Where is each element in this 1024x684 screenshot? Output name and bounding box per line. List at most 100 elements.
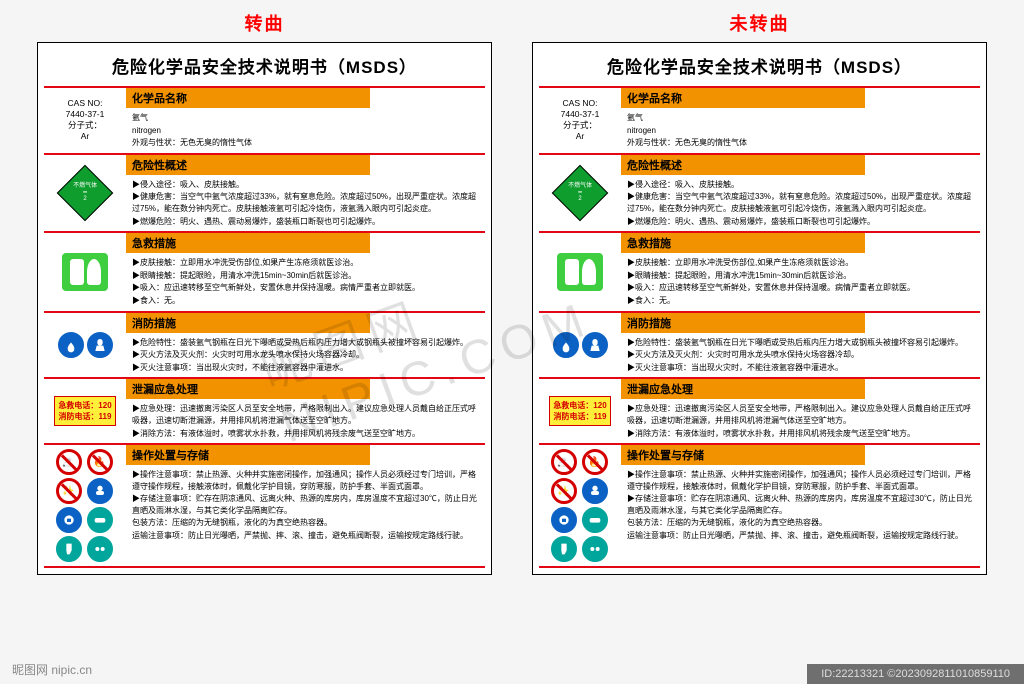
section-icon-cell — [44, 313, 126, 378]
section-row: 急救措施 ▶皮肤接触：立即用水冲洗受伤部位,如果产生冻疮须就医诊治。▶眼睛接触：… — [44, 231, 485, 310]
section-row: 不燃气体━2 危险性概述 ▶侵入途径：吸入、皮肤接触。▶健康危害：当空气中氩气浓… — [44, 153, 485, 231]
section-heading: 泄漏应急处理 — [621, 379, 865, 399]
section-body: ▶操作注意事项：禁止热源、火种并实施密闭操作，加强通风；操作人员必须经过专门培训… — [621, 465, 980, 546]
no-spark-icon: ✨ — [56, 478, 82, 504]
section-content: 操作处置与存储 ▶操作注意事项：禁止热源、火种并实施密闭操作，加强通风；操作人员… — [621, 445, 980, 566]
column-unconverted: 未转曲 危险化学品安全技术说明书（MSDS） CAS NO:7440-37-1分… — [532, 10, 987, 575]
body-line: ▶吸入：应迅速转移至空气新鲜处，安置休息并保持温暖。病情严重者立即就医。 — [627, 282, 974, 294]
cas-block: CAS NO:7440-37-1分子式：Ar — [66, 98, 105, 142]
gloves-icon — [56, 536, 82, 562]
section-row: CAS NO:7440-37-1分子式：Ar 化学品名称 氩气nitrogen外… — [44, 86, 485, 153]
body-line: ▶皮肤接触：立即用水冲洗受伤部位,如果产生冻疮须就医诊治。 — [627, 257, 974, 269]
sheet-title: 危险化学品安全技术说明书（MSDS） — [539, 49, 980, 86]
no-smoking-icon: 🚬 — [56, 449, 82, 475]
section-icon-cell — [539, 313, 621, 378]
no-fire-icon: 🔥 — [582, 449, 608, 475]
body-line: ▶食入：无。 — [132, 295, 479, 307]
body-line: 外观与性状：无色无臭的惰性气体 — [627, 137, 974, 149]
fire-ppe-icons — [553, 332, 608, 358]
column-converted: 转曲 危险化学品安全技术说明书（MSDS） CAS NO:7440-37-1分子… — [37, 10, 492, 575]
first-aid-icon — [557, 253, 603, 291]
footer-site: 昵图网 nipic.cn — [12, 661, 92, 678]
section-heading: 化学品名称 — [126, 88, 370, 108]
mask-icon — [87, 478, 113, 504]
body-line: ▶应急处理：迅速撤离污染区人员至安全地带，严格限制出入。建议应急处理人员戴自给正… — [132, 403, 479, 426]
footer-id: ID:22213321 ©2023092811010859110 — [807, 664, 1024, 684]
body-line: 氩气 — [132, 112, 479, 124]
section-row: 消防措施 ▶危险特性：盛装氩气钢瓶在日光下曝晒或受热后瓶内压力增大或钢瓶头被撞坏… — [44, 311, 485, 378]
body-line: ▶危险特性：盛装氩气钢瓶在日光下曝晒或受热后瓶内压力增大或钢瓶头被撞坏容易引起爆… — [132, 337, 479, 349]
hazard-diamond-icon: 不燃气体━2 — [552, 165, 609, 222]
section-heading: 消防措施 — [126, 313, 370, 333]
label-converted: 转曲 — [37, 10, 492, 36]
eye-protection-icon — [87, 536, 113, 562]
section-row: 急救电话：120 消防电话：119 泄漏应急处理 ▶应急处理：迅速撤离污染区人员… — [44, 377, 485, 443]
body-line: ▶消除方法：有液体溢时，喷雾状水扑救，并用排风机将残余废气送至空旷地方。 — [627, 428, 974, 440]
section-row: 🚬🔥✨ 操作处置与存储 ▶操作注意事项：禁止热源、火种并实施密闭操作，加强通风；… — [44, 443, 485, 568]
msds-sheet-left: 危险化学品安全技术说明书（MSDS） CAS NO:7440-37-1分子式：A… — [37, 42, 492, 575]
section-content: 泄漏应急处理 ▶应急处理：迅速撤离污染区人员至安全地带，严格限制出入。建议应急处… — [126, 379, 485, 443]
goggles-icon — [87, 507, 113, 533]
eye-protection-icon — [582, 536, 608, 562]
no-smoking-icon: 🚬 — [551, 449, 577, 475]
no-spark-icon: ✨ — [551, 478, 577, 504]
body-line: 氩气 — [627, 112, 974, 124]
gloves-icon — [551, 536, 577, 562]
sheet-title: 危险化学品安全技术说明书（MSDS） — [44, 49, 485, 86]
section-content: 化学品名称 氩气nitrogen外观与性状：无色无臭的惰性气体 — [621, 88, 980, 153]
body-line: ▶健康危害：当空气中氩气浓度超过33%，就有窒息危险。浓度超过50%，出现严重症… — [627, 191, 974, 214]
section-heading: 危险性概述 — [126, 155, 370, 175]
section-icon-cell: 急救电话：120 消防电话：119 — [539, 379, 621, 443]
section-body: ▶操作注意事项：禁止热源、火种并实施密闭操作，加强通风；操作人员必须经过专门培训… — [126, 465, 485, 546]
section-content: 危险性概述 ▶侵入途径：吸入、皮肤接触。▶健康危害：当空气中氩气浓度超过33%，… — [126, 155, 485, 231]
body-line: nitrogen — [132, 125, 479, 137]
section-heading: 泄漏应急处理 — [126, 379, 370, 399]
body-line: ▶侵入途径：吸入、皮肤接触。 — [627, 179, 974, 191]
ppe-grid-icons: 🚬🔥✨ — [56, 449, 115, 562]
emergency-phone-box: 急救电话：120 消防电话：119 — [549, 396, 610, 426]
fire-ppe-icons — [58, 332, 113, 358]
body-line: nitrogen — [627, 125, 974, 137]
section-heading: 消防措施 — [621, 313, 865, 333]
body-line: 运输注意事项：防止日光曝晒，严禁抛、摔、滚、撞击，避免瓶阀断裂，运输按规定路线行… — [627, 530, 974, 542]
section-heading: 急救措施 — [621, 233, 865, 253]
body-line: ▶燃爆危险：明火、遇热、震动易爆炸，盛装瓶口断裂也可引起爆炸。 — [627, 216, 974, 228]
body-line: ▶吸入：应迅速转移至空气新鲜处，安置休息并保持温暖。病情严重者立即就医。 — [132, 282, 479, 294]
body-line: ▶操作注意事项：禁止热源、火种并实施密闭操作，加强通风；操作人员必须经过专门培训… — [132, 469, 479, 492]
respirator-icon — [551, 507, 577, 533]
body-line: 包装方法：压缩的为无缝钢瓶，液化的为真空绝热容器。 — [132, 517, 479, 529]
section-body: ▶危险特性：盛装氩气钢瓶在日光下曝晒或受热后瓶内压力增大或钢瓶头被撞坏容易引起爆… — [621, 333, 980, 378]
body-line: ▶应急处理：迅速撤离污染区人员至安全地带，严格限制出入。建议应急处理人员戴自给正… — [627, 403, 974, 426]
section-content: 消防措施 ▶危险特性：盛装氩气钢瓶在日光下曝晒或受热后瓶内压力增大或钢瓶头被撞坏… — [126, 313, 485, 378]
section-content: 危险性概述 ▶侵入途径：吸入、皮肤接触。▶健康危害：当空气中氩气浓度超过33%，… — [621, 155, 980, 231]
section-heading: 操作处置与存储 — [621, 445, 865, 465]
section-body: ▶皮肤接触：立即用水冲洗受伤部位,如果产生冻疮须就医诊治。▶眼睛接触：提起眼睑，… — [621, 253, 980, 310]
section-icon-cell: 🚬🔥✨ — [539, 445, 621, 566]
body-line: ▶健康危害：当空气中氩气浓度超过33%，就有窒息危险。浓度超过50%，出现严重症… — [132, 191, 479, 214]
body-line: ▶存储注意事项：贮存在阴凉通风、远离火种、热源的库房内，库房温度不宜超过30℃，… — [132, 493, 479, 516]
first-aid-icon — [62, 253, 108, 291]
body-line: ▶消除方法：有液体溢时，喷雾状水扑救，并用排风机将残余废气送至空旷地方。 — [132, 428, 479, 440]
ppe-grid-icons: 🚬🔥✨ — [551, 449, 610, 562]
body-line: ▶燃爆危险：明火、遇热、震动易爆炸，盛装瓶口断裂也可引起爆炸。 — [132, 216, 479, 228]
emergency-phone-box: 急救电话：120 消防电话：119 — [54, 396, 115, 426]
body-line: ▶食入：无。 — [627, 295, 974, 307]
section-row: CAS NO:7440-37-1分子式：Ar 化学品名称 氩气nitrogen外… — [539, 86, 980, 153]
section-icon-cell — [44, 233, 126, 310]
body-line: 包装方法：压缩的为无缝钢瓶，液化的为真空绝热容器。 — [627, 517, 974, 529]
section-heading: 急救措施 — [126, 233, 370, 253]
section-icon-cell — [539, 233, 621, 310]
section-content: 消防措施 ▶危险特性：盛装氩气钢瓶在日光下曝晒或受热后瓶内压力增大或钢瓶头被撞坏… — [621, 313, 980, 378]
body-line: ▶灭火方法及灭火剂：火灾时可用水龙头喷水保持火场容器冷却。 — [627, 349, 974, 361]
section-body: ▶皮肤接触：立即用水冲洗受伤部位,如果产生冻疮须就医诊治。▶眼睛接触：提起眼睑，… — [126, 253, 485, 310]
section-body: ▶应急处理：迅速撤离污染区人员至安全地带，严格限制出入。建议应急处理人员戴自给正… — [621, 399, 980, 443]
body-line: 运输注意事项：防止日光曝晒，严禁抛、摔、滚、撞击，避免瓶阀断裂，运输按规定路线行… — [132, 530, 479, 542]
goggles-icon — [582, 507, 608, 533]
section-row: 急救电话：120 消防电话：119 泄漏应急处理 ▶应急处理：迅速撤离污染区人员… — [539, 377, 980, 443]
hazard-diamond-icon: 不燃气体━2 — [57, 165, 114, 222]
section-content: 化学品名称 氩气nitrogen外观与性状：无色无臭的惰性气体 — [126, 88, 485, 153]
section-icon-cell: CAS NO:7440-37-1分子式：Ar — [539, 88, 621, 153]
section-icon-cell: 不燃气体━2 — [539, 155, 621, 231]
section-icon-cell: 不燃气体━2 — [44, 155, 126, 231]
body-line: ▶眼睛接触：提起眼睑，用清水冲洗15min~30min后就医诊治。 — [627, 270, 974, 282]
